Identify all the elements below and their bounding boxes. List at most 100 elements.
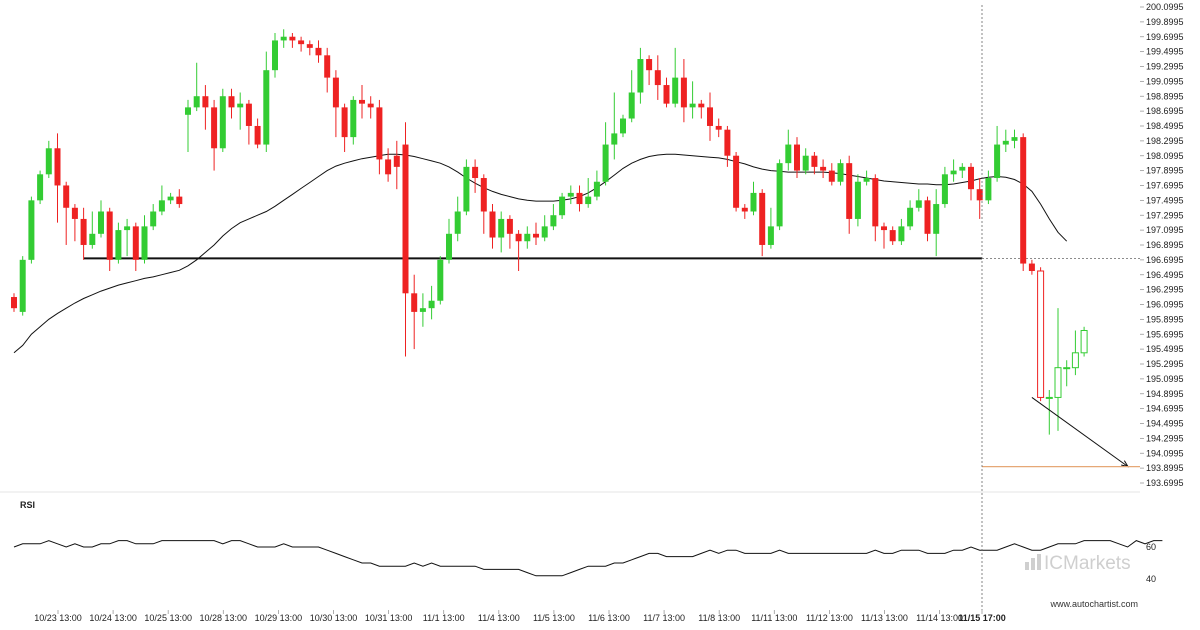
candle <box>463 159 470 216</box>
candle-body <box>115 230 122 260</box>
candle-body <box>272 40 278 71</box>
candle <box>1080 326 1088 357</box>
candle-body <box>402 144 409 294</box>
candle-body <box>811 155 818 167</box>
price-tick-label: 200.0995 <box>1146 2 1184 12</box>
candle-body <box>446 233 452 260</box>
candle-body <box>437 259 444 301</box>
candle <box>1063 360 1071 387</box>
candle <box>707 92 713 141</box>
price-tick-label: 198.2995 <box>1146 136 1184 146</box>
price-tick-label: 198.6995 <box>1146 106 1184 116</box>
candle-body <box>1045 396 1053 399</box>
candle <box>211 99 218 171</box>
candle <box>428 285 435 320</box>
candle <box>98 200 104 238</box>
candle <box>559 192 566 219</box>
candle-body <box>71 207 78 219</box>
price-tick-label: 199.2995 <box>1146 62 1184 72</box>
time-tick-label: 11/4 13:00 <box>478 613 520 623</box>
candle <box>324 47 331 93</box>
price-tick-label: 195.8995 <box>1146 314 1184 324</box>
candle-body <box>585 196 592 205</box>
candle <box>124 218 131 257</box>
candle <box>941 166 948 208</box>
candle-body <box>80 218 87 245</box>
price-tick-label: 193.6995 <box>1146 478 1184 488</box>
candle <box>750 181 757 216</box>
candle <box>1028 259 1035 275</box>
time-tick-label: 10/25 13:00 <box>144 613 192 623</box>
axes: 200.0995 199.8995 199.6995 199.4995 199.2995… <box>0 2 1184 623</box>
candle-body <box>1037 270 1045 398</box>
candle-body <box>219 96 226 149</box>
price-tick-label: 197.4995 <box>1146 195 1184 205</box>
time-tick-label: 10/24 13:00 <box>89 613 137 623</box>
candle-body <box>689 103 696 108</box>
candle-body <box>724 129 731 156</box>
candle-body <box>89 233 96 245</box>
price-tick-label: 198.4995 <box>1146 121 1184 131</box>
candle-body <box>976 189 983 201</box>
candle-body <box>794 144 800 171</box>
candle <box>533 222 539 245</box>
candle <box>872 174 879 242</box>
candle <box>672 47 679 108</box>
price-tick-label: 199.6995 <box>1146 32 1184 42</box>
time-tick-label: 11/5 13:00 <box>533 613 575 623</box>
price-panel <box>11 29 1140 468</box>
candle <box>854 174 861 227</box>
candle-body <box>37 174 44 201</box>
price-tick-label: 199.0995 <box>1146 76 1184 86</box>
candle <box>298 36 305 52</box>
candle <box>811 151 818 175</box>
candle <box>45 140 52 179</box>
candle <box>680 59 687 123</box>
candle-body <box>854 181 861 219</box>
candle <box>228 88 235 119</box>
candle <box>585 178 592 208</box>
candle <box>715 118 722 138</box>
candle-body <box>541 226 548 238</box>
candle <box>950 159 957 182</box>
candle-body <box>298 40 305 45</box>
candle <box>498 211 505 253</box>
candle <box>828 163 835 186</box>
candle-body <box>454 211 461 234</box>
price-tick-label: 195.0995 <box>1146 374 1184 384</box>
candle-body <box>950 170 957 175</box>
candle <box>933 189 940 257</box>
candle <box>272 32 278 78</box>
candle <box>80 207 87 260</box>
candle <box>437 256 444 305</box>
candle-body <box>11 297 17 309</box>
candle-body <box>672 77 679 104</box>
candle-body <box>767 226 774 245</box>
candle-body <box>1071 352 1079 369</box>
candle <box>776 159 783 231</box>
candle <box>332 70 339 138</box>
candle-body <box>933 204 940 234</box>
price-tick-label: 198.0995 <box>1146 151 1184 161</box>
candle <box>176 189 183 208</box>
time-tick-label: 11/15 17:00 <box>958 613 1006 623</box>
price-tick-label: 194.8995 <box>1146 389 1184 399</box>
candle <box>968 163 974 201</box>
candle <box>19 256 26 316</box>
candle <box>341 103 348 152</box>
rsi-tick-label: 40 <box>1146 574 1156 584</box>
candle-body <box>306 44 313 48</box>
price-tick-label: 199.4995 <box>1146 47 1184 57</box>
price-tick-label: 194.6995 <box>1146 404 1184 414</box>
price-tick-label: 195.4995 <box>1146 344 1184 354</box>
candle <box>489 204 496 249</box>
price-tick-label: 197.6995 <box>1146 181 1184 191</box>
candle-body <box>1054 367 1062 398</box>
candle-body <box>280 36 287 41</box>
candle <box>915 189 922 212</box>
time-tick-label: 11/1 13:00 <box>423 613 465 623</box>
candle <box>741 204 748 219</box>
candle-body <box>367 103 374 108</box>
candle <box>1002 129 1009 152</box>
candle <box>541 215 548 242</box>
